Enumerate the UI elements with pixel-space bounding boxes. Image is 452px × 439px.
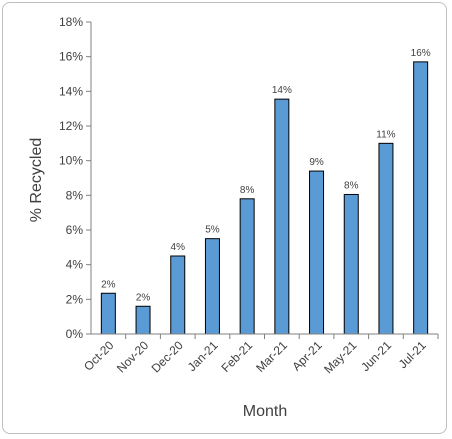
x-tick-label: Apr-21 — [289, 338, 325, 374]
y-axis-ticks: 0% 2% 4% 6% 8% 10% 12% 14% 16% 18% — [59, 15, 91, 341]
x-tick-label: Feb-21 — [218, 338, 255, 375]
x-axis-title: Month — [243, 403, 287, 420]
data-label: 16% — [411, 48, 431, 59]
data-label: 2% — [136, 292, 151, 303]
x-tick-label: Jul-21 — [396, 338, 429, 371]
data-label: 9% — [309, 157, 324, 168]
bar-oct-20 — [100, 292, 116, 335]
bar-jan-21 — [204, 238, 220, 335]
bars — [100, 61, 429, 335]
bar-feb-21 — [239, 198, 255, 335]
y-tick-label: 10% — [59, 154, 83, 168]
data-label: 2% — [101, 279, 116, 290]
data-label: 8% — [344, 180, 359, 191]
chart-frame — [2, 2, 447, 434]
bar-jun-21 — [378, 142, 394, 335]
x-tick-label: Nov-20 — [114, 338, 151, 375]
data-label: 11% — [376, 129, 395, 140]
x-tick-label: May-21 — [321, 338, 359, 376]
x-tick-label: Dec-20 — [149, 338, 186, 375]
bar-dec-20 — [170, 255, 186, 335]
bar-apr-21 — [309, 170, 325, 335]
y-tick-label: 8% — [66, 188, 84, 202]
data-label: 14% — [272, 85, 292, 96]
x-tick-label: Mar-21 — [253, 338, 290, 375]
y-tick-label: 2% — [66, 292, 84, 306]
y-tick-label: 4% — [66, 258, 84, 272]
data-label: 4% — [171, 242, 186, 253]
x-tick-label: Jun-21 — [358, 338, 394, 374]
bar-may-21 — [343, 193, 359, 335]
data-label: 5% — [205, 225, 220, 236]
data-labels: 2% 2% 4% 5% 8% 14% 9% 8% 11% 16% — [101, 48, 431, 303]
y-tick-label: 6% — [66, 223, 84, 237]
bar-jul-21 — [413, 61, 429, 335]
bar-nov-20 — [135, 305, 151, 335]
data-label: 8% — [240, 185, 255, 196]
bar-mar-21 — [274, 98, 290, 335]
x-tick-label: Oct-20 — [81, 338, 117, 374]
y-tick-label: 0% — [66, 327, 84, 341]
y-tick-label: 12% — [59, 119, 83, 133]
x-tick-label: Jan-21 — [185, 338, 221, 374]
y-tick-label: 18% — [59, 15, 83, 29]
y-tick-label: 16% — [59, 50, 83, 64]
y-axis-title: % Recycled — [28, 138, 45, 222]
y-tick-label: 14% — [59, 84, 83, 98]
